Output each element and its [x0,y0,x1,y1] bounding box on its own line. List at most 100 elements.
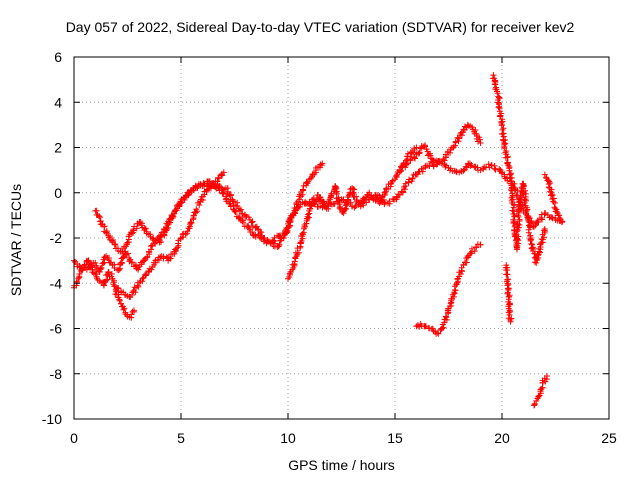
data-point-fill [538,385,545,392]
data-point-fill [236,213,243,220]
data-point-fill [397,167,404,174]
data-point-fill [105,269,112,276]
data-point-fill [292,254,299,261]
data-point-fill [291,205,298,212]
data-point-fill [476,136,483,143]
data-point-fill [227,203,234,210]
data-point-fill [514,221,521,228]
data-point-fill [142,271,149,278]
data-point [220,169,227,176]
data-point-fill [188,186,195,193]
data-point-fill [187,219,194,226]
data-point [506,311,513,318]
data-point-fill [457,270,464,277]
y-tick-label: -4 [50,275,63,291]
y-tick-label: -10 [42,411,62,427]
data-point-fill [311,201,318,208]
series-track-d [92,169,227,255]
data-point-fill [148,266,155,273]
data-point-fill [182,231,189,238]
data-point-fill [495,104,502,111]
data-point-fill [193,206,200,213]
data-point-fill [239,210,246,217]
data-point-fill [412,155,419,162]
x-tick-label: 15 [387,430,403,446]
data-point [115,266,122,273]
data-point-fill [219,189,226,196]
data-point-fill [347,199,354,206]
data-point-fill [275,243,282,250]
data-point-fill [442,313,449,320]
data-point-fill [116,297,123,304]
data-point-fill [104,276,111,283]
data-point-fill [252,233,259,240]
data-point-fill [504,271,511,278]
data-point-fill [299,186,306,193]
data-point-fill [133,225,140,232]
data-point-fill [101,259,108,266]
data-point-fill [442,164,449,171]
data-point-fill [95,212,102,219]
data-point-fill [123,251,130,258]
data-point-fill [515,233,522,240]
data-point [413,144,420,151]
data-point-fill [309,171,316,178]
data-point-fill [527,237,534,244]
data-point-fill [340,196,347,203]
data-point-fill [114,285,121,292]
data-point-fill [165,224,172,231]
data-point [543,373,550,380]
data-point-fill [535,219,542,226]
data-point-fill [441,157,448,164]
data-point-fill [504,154,511,161]
data-point [558,219,565,226]
x-tick-label: 5 [177,430,185,446]
data-point-fill [343,201,350,208]
data-point [541,225,548,232]
data-point-fill [407,150,414,157]
data-point-fill [173,207,180,214]
data-point-fill [289,211,296,218]
series-track-e [285,144,420,282]
data-point-fill [540,234,547,241]
data-point-fill [237,206,244,213]
data-point-fill [381,189,388,196]
y-tick-label: 0 [54,185,62,201]
y-tick-label: 6 [54,49,62,65]
data-point-fill [373,195,380,202]
data-point-fill [514,236,521,243]
data-point-fill [547,188,554,195]
data-point-fill [89,266,96,273]
data-point-fill [308,175,315,182]
data-point-fill [336,204,343,211]
data-point-fill [416,149,423,156]
data-point-fill [455,134,462,141]
data-point [541,171,548,178]
data-point [248,219,255,226]
data-point-fill [549,196,556,203]
data-point-fill [409,175,416,182]
data-point-fill [532,222,539,229]
data-point [214,178,221,185]
data-point-fill [474,164,481,171]
data-point-fill [322,203,329,210]
data-point-fill [381,199,388,206]
x-axis-label: GPS time / hours [288,457,395,473]
data-point-fill [170,210,177,217]
data-point-fill [389,178,396,185]
data-point-fill [460,167,467,174]
series-track-c [113,160,326,301]
data-point [507,318,514,325]
data-point-fill [511,213,518,220]
data-point-fill [427,152,434,159]
x-tick-label: 20 [494,430,510,446]
data-point-fill [396,191,403,198]
data-points [71,72,566,409]
data-point-fill [423,146,430,153]
data-point-fill [240,219,247,226]
data-point-fill [85,257,92,264]
data-point-fill [119,248,126,255]
data-point-fill [496,95,503,102]
data-point-fill [121,305,128,312]
data-point-fill [132,289,139,296]
